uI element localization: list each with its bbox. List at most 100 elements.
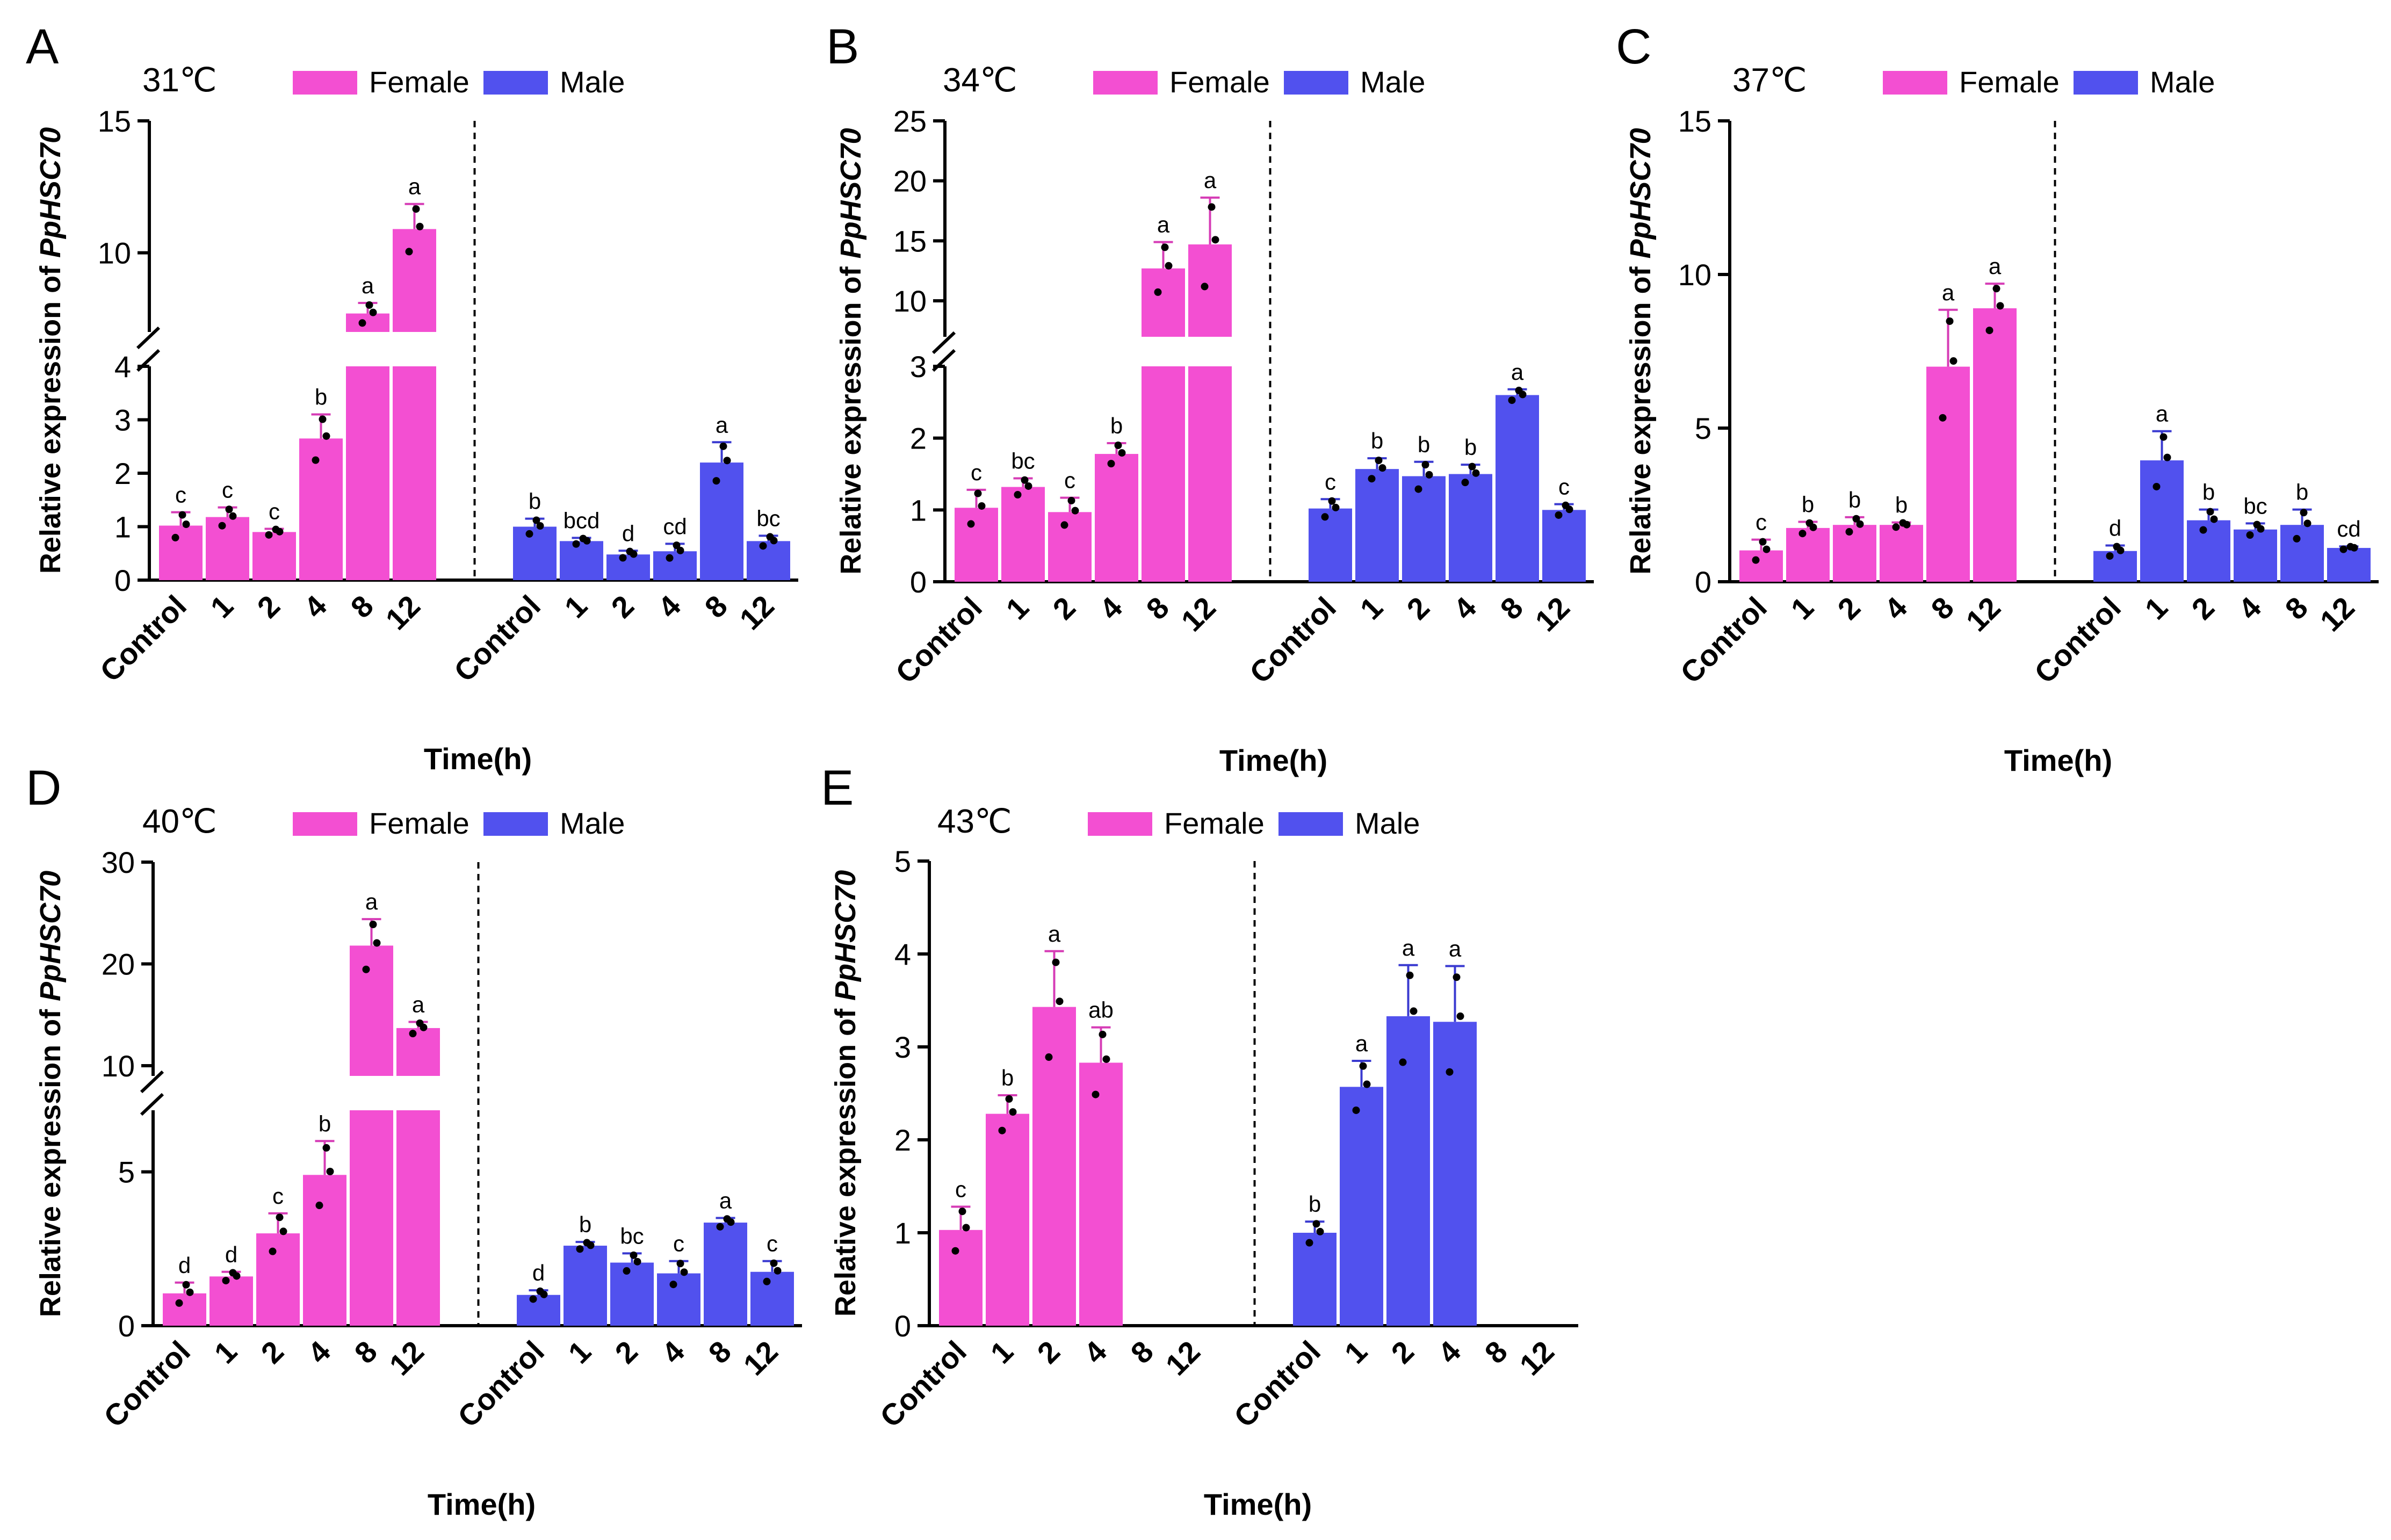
female-bar (303, 1175, 346, 1326)
y-tick-label: 10 (102, 1049, 135, 1083)
male-significance-letter: b (2296, 480, 2308, 505)
y-axis-label: Relative expression of PpHSC70 (1624, 128, 1657, 574)
male-replicate-dot (712, 477, 720, 485)
female-bar (1926, 366, 1970, 582)
panel-E: E 43℃ Female Male Relative expression of PpH… (821, 761, 1578, 1521)
male-significance-letter: b (1371, 428, 1383, 453)
axis-break-mark (140, 1070, 164, 1094)
female-replicate-dot (1208, 203, 1216, 211)
male-bar (610, 1262, 654, 1326)
y-tick-label: 15 (893, 224, 927, 258)
male-x-tick-label: Control (1243, 590, 1342, 690)
legend-swatch-male (483, 812, 548, 836)
male-bar (700, 462, 743, 580)
male-replicate-dot (1565, 505, 1573, 514)
male-replicate-dot (1316, 1227, 1324, 1235)
female-replicate-dot (269, 1247, 277, 1255)
axis-break-mark (931, 331, 956, 355)
male-significance-letter: bc (620, 1223, 644, 1248)
female-replicate-dot (1021, 476, 1029, 484)
female-replicate-dot (1056, 997, 1064, 1006)
male-x-tick-label: 1 (2138, 590, 2174, 626)
legend-label-female: Female (1959, 65, 2060, 99)
x-axis-label: Time(h) (424, 742, 532, 776)
male-replicate-dot (1461, 479, 1469, 487)
male-significance-letter: bc (756, 505, 780, 531)
female-significance-letter: b (1001, 1065, 1014, 1090)
female-replicate-dot (1014, 490, 1022, 498)
male-x-tick-label: 4 (1431, 1334, 1467, 1370)
female-significance-letter: a (1989, 254, 2002, 279)
male-x-tick-label: 8 (702, 1334, 738, 1370)
male-x-tick-label: 1 (1338, 1334, 1374, 1370)
female-replicate-dot (1009, 1108, 1017, 1116)
male-replicate-dot (774, 1267, 782, 1275)
male-replicate-dot (576, 1245, 584, 1253)
male-significance-letter: d (532, 1260, 545, 1285)
y-tick-label: 25 (893, 104, 927, 138)
y-tick-label: 4 (114, 350, 131, 384)
male-replicate-dot (1375, 457, 1383, 465)
female-bar (1739, 550, 1783, 582)
y-tick-label: 15 (1678, 104, 1711, 138)
female-x-tick-label: 12 (1959, 590, 2007, 638)
legend-swatch-female (1093, 71, 1158, 95)
female-replicate-dot (1211, 236, 1219, 244)
y-tick-label: 10 (98, 236, 131, 270)
x-axis-label: Time(h) (1204, 1487, 1312, 1521)
female-replicate-dot (229, 512, 237, 520)
female-x-tick-label: Control (97, 1334, 197, 1434)
axis-break-mark (140, 1093, 164, 1116)
male-replicate-dot (716, 1223, 724, 1231)
male-significance-letter: c (767, 1231, 778, 1256)
y-tick-label: 5 (1695, 411, 1711, 445)
y-tick-label: 1 (894, 1216, 911, 1250)
y-tick-label: 5 (894, 844, 911, 878)
female-significance-letter: b (1895, 493, 1908, 518)
panel-A: A 31℃ Female Male Relative expression of PpH… (26, 19, 798, 776)
male-bar (560, 541, 603, 580)
female-x-tick-label: 2 (1046, 590, 1082, 626)
female-x-tick-label: 8 (1124, 1334, 1160, 1370)
male-replicate-dot (1332, 503, 1340, 511)
female-replicate-dot (1946, 317, 1954, 325)
male-replicate-dot (1363, 1080, 1371, 1088)
legend-swatch-male (1284, 71, 1348, 95)
male-replicate-dot (1468, 462, 1476, 471)
y-tick-label: 0 (114, 563, 131, 597)
male-replicate-dot (2210, 515, 2218, 523)
panel-D: D 40℃ Female Male Relative expression of PpH… (26, 761, 802, 1521)
male-x-tick-label: 2 (604, 589, 640, 625)
female-replicate-dot (362, 965, 370, 973)
legend-label-male: Male (1360, 65, 1425, 99)
male-replicate-dot (525, 530, 533, 538)
male-bar (1402, 476, 1446, 582)
male-replicate-dot (763, 1277, 771, 1285)
male-replicate-dot (1453, 973, 1461, 981)
female-replicate-dot (1852, 515, 1860, 523)
male-bar (750, 1271, 794, 1326)
female-bar (1001, 487, 1045, 582)
male-replicate-dot (1328, 497, 1336, 505)
female-replicate-dot (312, 456, 320, 464)
female-significance-letter: b (315, 385, 327, 410)
female-bar (1880, 525, 1923, 582)
male-replicate-dot (770, 537, 778, 545)
female-x-tick-label: 2 (1030, 1334, 1066, 1370)
female-significance-letter: a (1942, 280, 1955, 305)
female-replicate-dot (1114, 442, 1122, 450)
female-replicate-dot (967, 520, 975, 528)
female-replicate-dot (405, 248, 413, 256)
legend-swatch-female (293, 812, 357, 836)
male-bar (1355, 469, 1399, 582)
female-bar (986, 1114, 1029, 1326)
female-x-tick-label: 2 (254, 1334, 290, 1370)
male-significance-letter: a (719, 1188, 732, 1213)
y-tick-label: 1 (910, 493, 927, 527)
female-bar (252, 532, 296, 580)
female-x-tick-label: 1 (1784, 590, 1820, 626)
panel-letter: B (826, 19, 859, 74)
male-x-tick-label: 12 (2313, 590, 2361, 638)
male-bar (2187, 520, 2230, 582)
female-replicate-dot (369, 308, 377, 316)
